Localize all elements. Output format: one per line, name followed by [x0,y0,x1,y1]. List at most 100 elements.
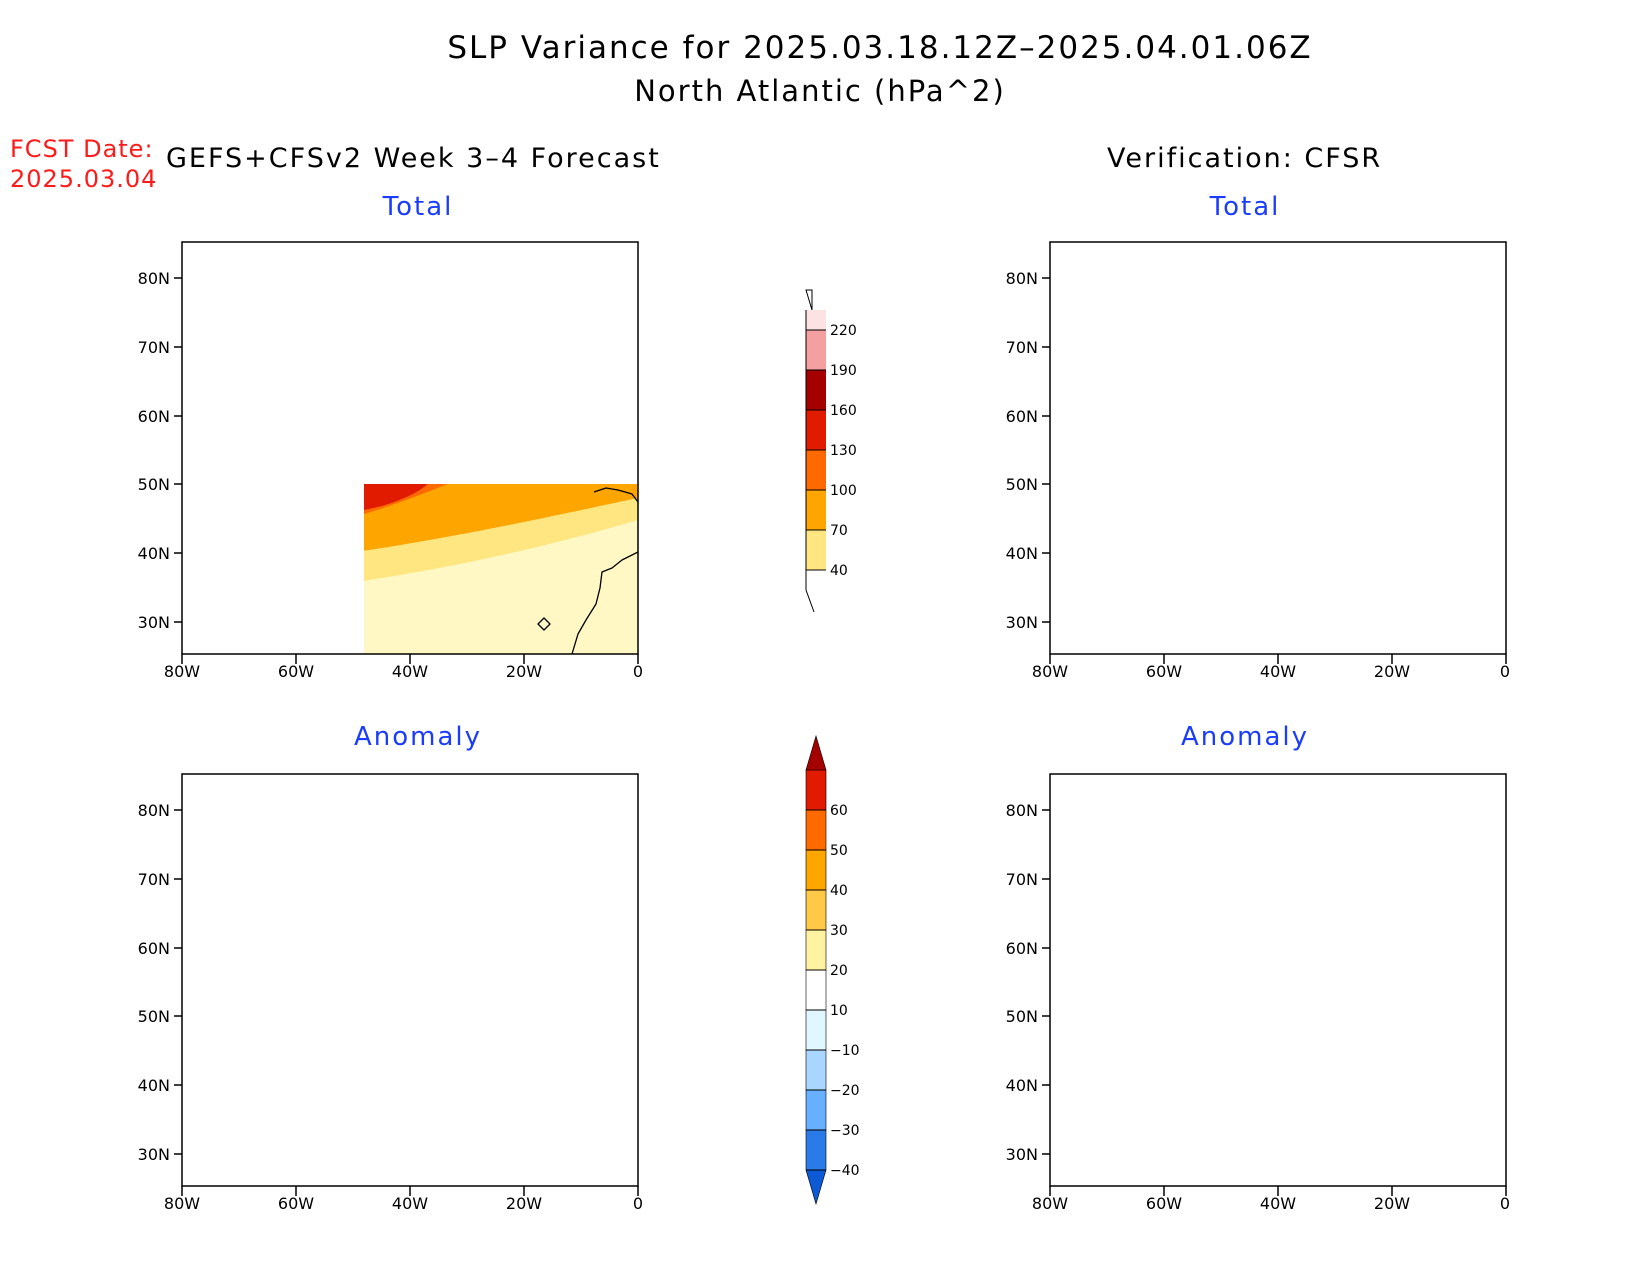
panel-title-verification-anomaly: Anomaly [1180,722,1310,752]
colorbar-swatch [806,330,826,370]
y-tick: 80N [138,269,170,288]
colorbar-tick: 130 [830,443,857,459]
x-tick: 20W [506,662,542,681]
panel-title-forecast-total: Total [382,192,454,222]
colorbar-swatch [806,530,826,570]
colorbar-tick: 60 [830,803,848,819]
x-tick: 60W [1146,1194,1182,1213]
y-tick: 50N [138,475,170,494]
y-tick: 80N [1006,269,1038,288]
colorbar-tick: 70 [830,523,848,539]
map-verification-anomaly [1041,773,1507,1197]
main-subtitle: North Atlantic (hPa^2) [634,74,1006,108]
colorbar-top-arrow [805,289,813,311]
map-forecast-anomaly [173,773,639,1197]
verification-column-heading: Verification: CFSR [1107,143,1383,174]
colorbar-tick: 50 [830,843,848,859]
colorbar-tick: 20 [830,963,848,979]
colorbar-swatch [805,1009,827,1051]
y-tick: 60N [138,407,170,426]
y-tick: 70N [1006,870,1038,889]
x-tick: 0 [1500,1194,1510,1213]
y-tick: 70N [1006,338,1038,357]
colorbar-total-below [806,570,826,610]
colorbar-top-arrow [805,734,827,771]
axis-labels-top-left: 80W 60W 40W 20W 0 80N 70N 60N 50N 40N 30… [138,269,643,681]
x-tick: 80W [164,662,200,681]
colorbar-tick: 40 [830,563,848,579]
forecast-column-heading: GEFS+CFSv2 Week 3–4 Forecast [166,143,661,174]
y-tick: 60N [1006,407,1038,426]
colorbar-swatch [805,809,827,851]
y-tick: 30N [1006,613,1038,632]
panel-title-verification-total: Total [1209,192,1281,222]
colorbar-bottom-arrow [805,1169,827,1206]
x-tick: 40W [392,662,428,681]
panel-title-forecast-anomaly: Anomaly [353,722,483,752]
colorbar-bottom-arrow [805,570,815,613]
y-tick: 60N [1006,939,1038,958]
colorbar-swatch [806,410,826,450]
colorbar-swatch [806,490,826,530]
colorbar-total: 40 70 100 130 160 190 220 [805,289,857,613]
x-tick: 0 [1500,662,1510,681]
colorbar-swatch [805,889,827,931]
colorbar-tick: 10 [830,1003,848,1019]
forecast-date-value: 2025.03.04 [10,165,158,193]
colorbar-anomaly: −40 −30 −20 −10 10 20 30 40 50 60 [805,734,860,1206]
x-tick: 20W [506,1194,542,1213]
y-tick: 30N [1006,1145,1038,1164]
y-tick: 70N [138,870,170,889]
colorbar-swatch [805,1049,827,1091]
axis-labels-bottom-right: 80W 60W 40W 20W 0 80N 70N 60N 50N 40N 30… [1006,801,1510,1213]
y-tick: 80N [138,801,170,820]
x-tick: 60W [278,662,314,681]
map-verification-total [1041,241,1507,665]
x-tick: 80W [164,1194,200,1213]
y-tick: 50N [1006,1007,1038,1026]
colorbar-swatch [805,1089,827,1131]
x-tick: 80W [1032,662,1068,681]
colorbar-swatch [805,1129,827,1171]
colorbar-swatch [805,969,827,1011]
y-tick: 50N [138,1007,170,1026]
forecast-date-caption: FCST Date: [10,135,154,163]
colorbar-tick: −20 [830,1083,860,1099]
colorbar-swatch [806,310,826,330]
map-forecast-total [173,241,639,665]
x-tick: 40W [1260,1194,1296,1213]
colorbar-tick: −40 [830,1163,860,1179]
main-title: SLP Variance for 2025.03.18.12Z–2025.04.… [447,30,1313,66]
colorbar-tick: −10 [830,1043,860,1059]
x-tick: 0 [633,662,643,681]
colorbar-tick: 100 [830,483,857,499]
forecast-date-label: FCST Date: 2025.03.04 [10,134,157,194]
y-tick: 30N [138,1145,170,1164]
colorbar-swatch [805,769,827,811]
x-tick: 60W [278,1194,314,1213]
y-tick: 70N [138,338,170,357]
colorbar-tick: 160 [830,403,857,419]
colorbar-tick: 30 [830,923,848,939]
colorbar-tick: 190 [830,363,857,379]
y-tick: 50N [1006,475,1038,494]
colorbar-tick: 40 [830,883,848,899]
y-tick: 40N [1006,544,1038,563]
axis-labels-bottom-left: 80W 60W 40W 20W 0 80N 70N 60N 50N 40N 30… [138,801,643,1213]
x-tick: 40W [1260,662,1296,681]
x-tick: 40W [392,1194,428,1213]
colorbar-swatch [806,450,826,490]
colorbar-swatch [806,370,826,410]
x-tick: 0 [633,1194,643,1213]
x-tick: 20W [1374,1194,1410,1213]
y-tick: 40N [138,544,170,563]
colorbar-swatch [805,849,827,891]
x-tick: 80W [1032,1194,1068,1213]
y-tick: 40N [1006,1076,1038,1095]
x-tick: 60W [1146,662,1182,681]
colorbar-swatch [805,929,827,971]
colorbar-tick: −30 [830,1123,860,1139]
y-tick: 80N [1006,801,1038,820]
axis-labels-top-right: 80W 60W 40W 20W 0 80N 70N 60N 50N 40N 30… [1006,269,1510,681]
